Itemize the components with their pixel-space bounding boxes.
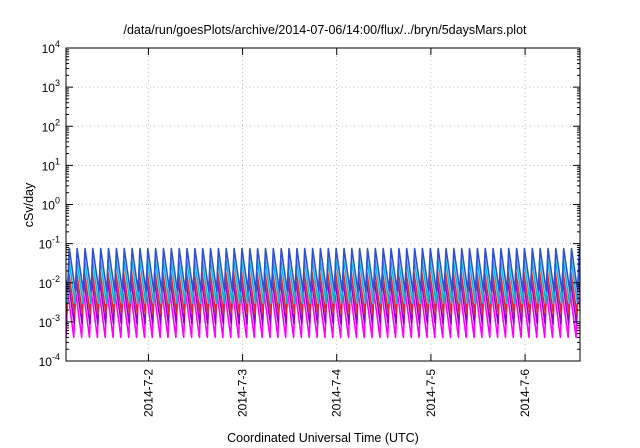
y-tick-base: 10 xyxy=(42,81,56,95)
y-tick-base: 10 xyxy=(39,277,53,291)
y-tick-base: 10 xyxy=(42,199,56,213)
y-tick-exponent: -2 xyxy=(52,274,60,284)
y-tick-label: 102 xyxy=(42,117,60,134)
chart-title: /data/run/goesPlots/archive/2014-07-06/1… xyxy=(123,23,527,37)
y-tick-exponent: -3 xyxy=(52,313,60,323)
y-tick-label: 103 xyxy=(42,78,60,95)
y-tick-exponent: 4 xyxy=(55,39,60,49)
y-tick-base: 10 xyxy=(39,238,53,252)
y-tick-label: 10-3 xyxy=(39,313,60,330)
x-axis: 2014-7-2 2014-7-3 2014-7-4 2014-7-5 2014-7-6 xyxy=(141,48,532,417)
y-tick-label: 100 xyxy=(42,196,60,213)
y-tick-exponent: -1 xyxy=(52,235,60,245)
y-tick-label: 10-2 xyxy=(39,274,60,291)
y-tick-exponent: 0 xyxy=(55,196,60,206)
x-tick-label: 2014-7-6 xyxy=(518,369,532,417)
x-tick-label: 2014-7-3 xyxy=(236,369,250,417)
series-layer xyxy=(66,247,580,339)
y-tick-exponent: 1 xyxy=(55,156,60,166)
x-axis-label: Coordinated Universal Time (UTC) xyxy=(227,431,419,445)
y-tick-base: 10 xyxy=(42,120,56,134)
y-tick-base: 10 xyxy=(39,316,53,330)
y-tick-base: 10 xyxy=(42,159,56,173)
y-axis-label: cSv/day xyxy=(22,182,36,227)
y-tick-label: 10-1 xyxy=(39,235,60,252)
y-tick-label: 101 xyxy=(42,156,60,173)
series-line xyxy=(66,247,580,293)
y-tick-exponent: -4 xyxy=(52,352,60,362)
y-tick-base: 10 xyxy=(42,42,56,56)
y-tick-exponent: 3 xyxy=(55,78,60,88)
x-tick-label: 2014-7-2 xyxy=(141,369,155,417)
x-tick-label: 2014-7-5 xyxy=(424,369,438,417)
y-tick-label: 104 xyxy=(42,39,60,56)
y-tick-exponent: 2 xyxy=(55,117,60,127)
y-tick-base: 10 xyxy=(39,355,53,369)
y-tick-label: 10-4 xyxy=(39,352,60,369)
x-tick-label: 2014-7-4 xyxy=(330,369,344,417)
